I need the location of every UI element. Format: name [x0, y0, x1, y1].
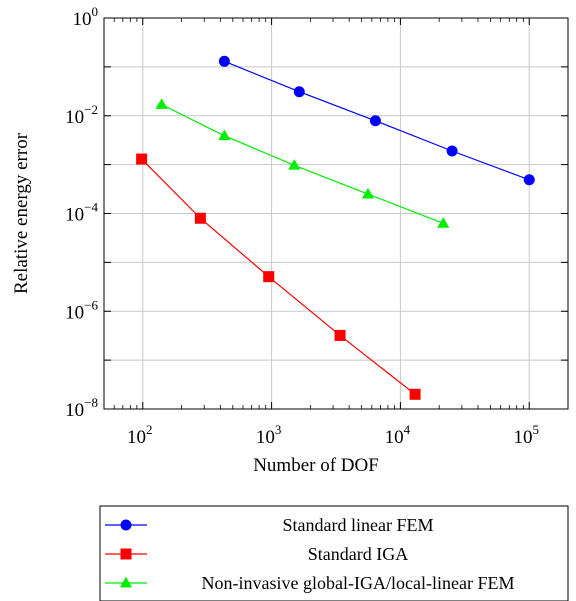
data-point — [288, 159, 301, 170]
x-axis-label: Number of DOF — [253, 455, 379, 476]
grid-lines — [104, 17, 568, 410]
x-tick-label: 103 — [256, 422, 282, 448]
data-point — [523, 174, 535, 186]
data-point — [361, 187, 375, 199]
legend-box — [99, 505, 569, 601]
y-tick-label: 100 — [73, 4, 99, 30]
data-point — [218, 55, 230, 67]
y-tick-label-base: 10 — [65, 400, 84, 421]
data-point — [293, 86, 305, 98]
x-tick-label-base: 10 — [385, 427, 404, 448]
y-tick-label: 10−4 — [65, 200, 98, 226]
y-tick-label-exponent: −8 — [84, 395, 98, 410]
legend-entry: Standard linear FEM — [105, 515, 433, 535]
data-point — [446, 145, 458, 157]
series-line — [161, 103, 444, 224]
data-point — [218, 129, 231, 141]
series-2 — [136, 153, 421, 400]
x-tick-label: 102 — [127, 422, 153, 448]
legend-marker — [119, 576, 133, 588]
x-tick-label-base: 10 — [127, 427, 146, 448]
data-point — [334, 329, 346, 341]
y-tick-label-base: 10 — [65, 205, 84, 226]
y-tick-label: 10−6 — [65, 297, 98, 323]
x-tick-label-exponent: 5 — [532, 422, 539, 437]
series-1 — [218, 55, 535, 186]
data-point — [437, 217, 450, 228]
legend-entry: Standard IGA — [105, 544, 408, 564]
x-tick-label-exponent: 3 — [275, 422, 282, 437]
data-point — [155, 98, 168, 109]
legend-marker — [120, 519, 132, 531]
y-tick-label: 10−2 — [65, 102, 98, 128]
legend: Standard linear FEM Standard IGA Non-invas… — [99, 505, 569, 601]
legend-label: Standard IGA — [308, 544, 408, 564]
y-tick-label-exponent: 0 — [92, 4, 99, 19]
legend-label: Standard linear FEM — [283, 515, 434, 535]
x-tick-label-base: 10 — [256, 427, 275, 448]
y-tick-label: 10−8 — [65, 395, 98, 421]
series-layer — [136, 55, 535, 400]
legend-marker — [120, 548, 132, 560]
x-tick-label-exponent: 2 — [146, 422, 153, 437]
legend-entry: Non-invasive global-IGA/local-linear FEM — [105, 573, 514, 593]
data-point — [409, 388, 421, 400]
series-3 — [155, 98, 450, 228]
y-tick-label-exponent: −6 — [84, 297, 98, 312]
x-tick-label-exponent: 4 — [404, 422, 411, 437]
y-tick-label-exponent: −4 — [84, 200, 98, 215]
y-axis-label: Relative energy error — [11, 132, 32, 294]
plot-frame — [103, 17, 569, 410]
series-line — [141, 158, 416, 395]
data-point — [194, 212, 206, 224]
y-tick-label-exponent: −2 — [84, 102, 98, 117]
data-point — [136, 153, 148, 165]
data-point — [263, 271, 275, 283]
x-tick-label: 104 — [385, 422, 411, 448]
data-point — [369, 115, 381, 127]
x-tick-label-base: 10 — [513, 427, 532, 448]
y-tick-label-base: 10 — [65, 107, 84, 128]
y-tick-label-base: 10 — [73, 9, 92, 30]
y-tick-label-base: 10 — [65, 302, 84, 323]
x-tick-label: 105 — [513, 422, 539, 448]
legend-label: Non-invasive global-IGA/local-linear FEM — [202, 573, 515, 593]
